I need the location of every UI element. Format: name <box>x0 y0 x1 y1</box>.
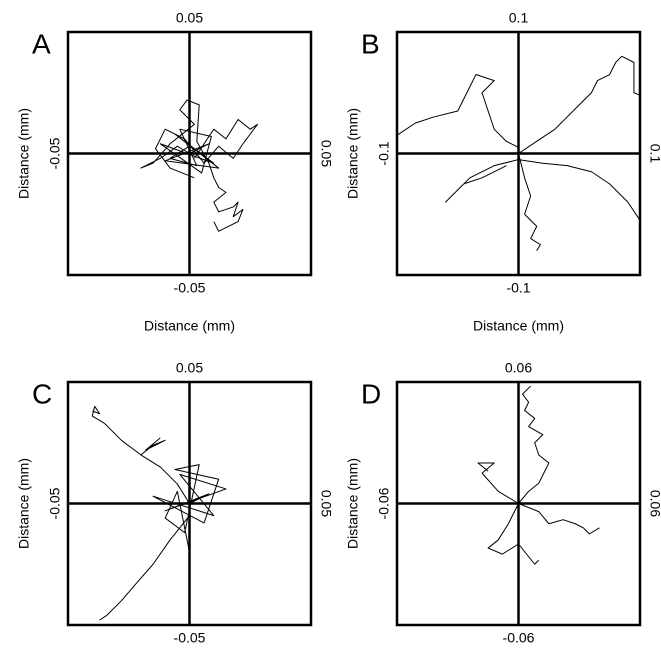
y-axis-label: Distance (mm) <box>16 458 32 549</box>
y-tick-label: -0.05 <box>174 280 206 296</box>
track <box>140 99 244 232</box>
y-tick-label: -0.1 <box>506 280 530 296</box>
x-tick-label: 0.1 <box>647 144 661 164</box>
track <box>518 159 641 221</box>
y-axis-label: Distance (mm) <box>345 458 361 549</box>
y-tick-label: -0.06 <box>503 630 535 646</box>
track <box>154 118 259 179</box>
y-axis-label: Distance (mm) <box>16 108 32 199</box>
x-tick-label: -0.06 <box>376 487 392 519</box>
x-tick-label: -0.05 <box>47 487 63 519</box>
y-tick-label: 0.1 <box>509 10 529 26</box>
track <box>396 74 519 148</box>
x-axis-label: Distance (mm) <box>473 318 564 334</box>
panel-label: B <box>361 28 380 59</box>
x-axis-label: Distance (mm) <box>144 318 235 334</box>
y-axis-label: Distance (mm) <box>345 108 361 199</box>
panel-label: D <box>361 378 381 409</box>
y-tick-label: 0.06 <box>505 360 532 376</box>
track <box>518 153 541 251</box>
x-tick-label: -0.05 <box>47 137 63 169</box>
track <box>477 462 519 504</box>
y-tick-label: 0.05 <box>176 360 203 376</box>
track <box>91 405 190 504</box>
track <box>487 503 540 565</box>
x-tick-label: 0.05 <box>318 140 334 167</box>
track <box>159 128 220 174</box>
x-tick-label: 0.06 <box>647 490 661 517</box>
track <box>518 55 641 154</box>
track <box>445 159 519 203</box>
track <box>140 437 166 456</box>
panel-label: A <box>32 28 51 59</box>
x-tick-label: 0.05 <box>318 490 334 517</box>
track <box>518 503 600 535</box>
track <box>99 515 190 621</box>
y-tick-label: -0.05 <box>174 630 206 646</box>
track <box>518 385 550 504</box>
x-tick-label: -0.1 <box>376 141 392 165</box>
panel-label: C <box>32 378 52 409</box>
y-tick-label: 0.05 <box>176 10 203 26</box>
